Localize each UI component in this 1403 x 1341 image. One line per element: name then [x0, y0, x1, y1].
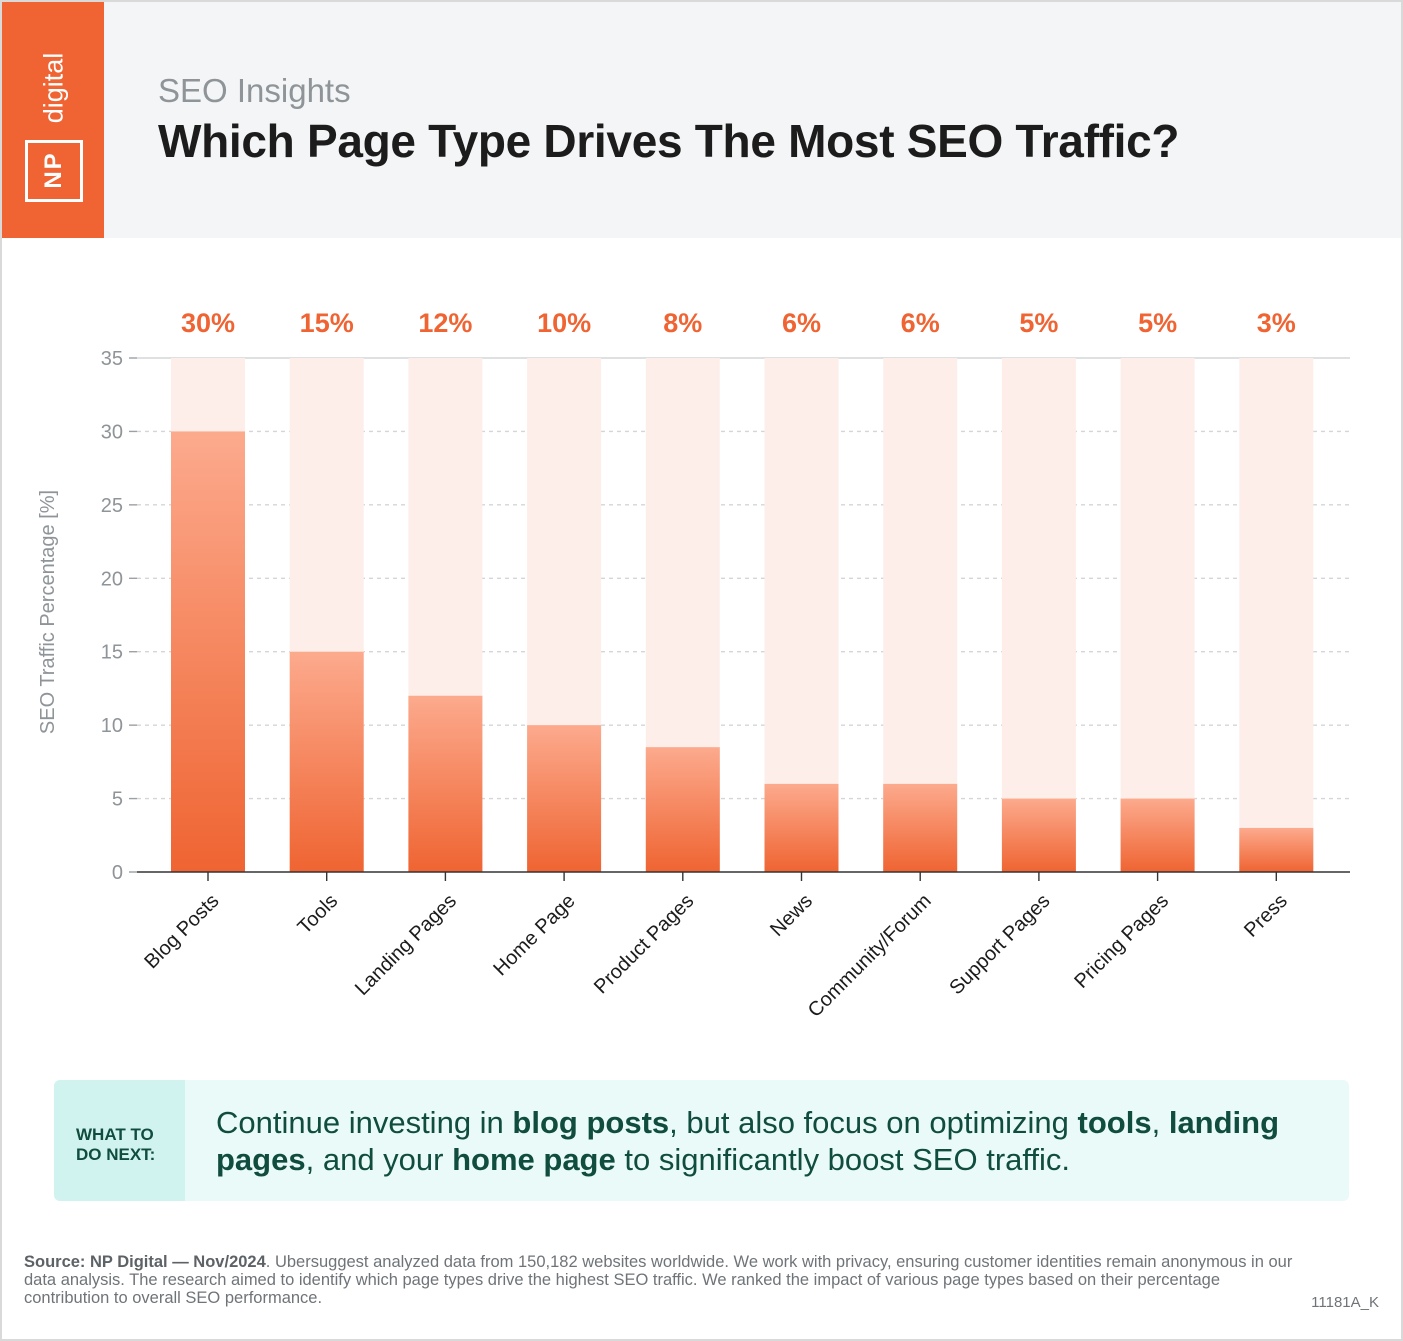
y-tick-label: 15 [101, 642, 123, 664]
callout-text-part: , [1151, 1105, 1169, 1140]
source-text: . Ubersuggest analyzed data from 150,182… [24, 1253, 1293, 1307]
page-title: Which Page Type Drives The Most SEO Traf… [158, 115, 1180, 167]
callout-tag-line2: DO NEXT: [76, 1145, 156, 1164]
x-tick-label: Home Page [489, 890, 579, 980]
logo-word: digital [38, 52, 69, 124]
value-label: 12% [418, 308, 472, 338]
value-label: 8% [663, 308, 702, 338]
bar [171, 431, 245, 872]
y-tick-label: 35 [101, 348, 123, 370]
y-tick-label: 20 [101, 568, 123, 590]
callout-emphasis: home page [452, 1142, 616, 1177]
callout-emphasis: tools [1077, 1105, 1152, 1140]
callout-text-part: Continue investing in [216, 1105, 513, 1140]
value-label: 15% [300, 308, 354, 338]
bar-chart: 0 5 10 15 20 25 30 35 30% Blog Posts 15% Tools 12% La… [37, 308, 1350, 1022]
value-label: 5% [1138, 308, 1177, 338]
source-label: Source: NP Digital — Nov/2024 [24, 1253, 266, 1271]
bars [171, 431, 1314, 872]
x-tick-label: Tools [294, 890, 343, 939]
value-label: 6% [782, 308, 821, 338]
callout-text-part: , but also focus on optimizing [669, 1105, 1078, 1140]
header [2, 2, 1401, 238]
document-code: 11181A_K [1311, 1294, 1379, 1311]
value-label: 5% [1019, 308, 1058, 338]
callout-text-part: , and your [305, 1142, 453, 1177]
value-label: 30% [181, 308, 235, 338]
callout-emphasis: landing pages [216, 1105, 1280, 1177]
y-tick-label: 25 [101, 495, 123, 517]
value-label: 3% [1257, 308, 1296, 338]
bar [408, 695, 483, 872]
bar [645, 747, 720, 872]
y-axis-label: SEO Traffic Percentage [%] [37, 490, 59, 734]
bar [883, 783, 958, 872]
callout-text-part: to significantly boost SEO traffic. [615, 1142, 1071, 1177]
callout-emphasis: blog posts [512, 1105, 670, 1140]
logo-box [25, 140, 83, 202]
x-tick-label: Blog Posts [140, 890, 223, 973]
y-tick-label: 30 [101, 421, 123, 443]
bar [1120, 798, 1195, 872]
x-tick-label: Product Pages [590, 890, 698, 998]
y-tick-label: 0 [112, 862, 123, 884]
x-tick-label: Pricing Pages [1070, 890, 1173, 993]
value-label: 10% [537, 308, 591, 338]
callout-text: Continue investing in blog posts, but al… [216, 1104, 1326, 1178]
y-tick-label: 10 [101, 715, 123, 737]
y-tick-label: 5 [112, 789, 123, 811]
x-tick-label: Landing Pages [351, 890, 461, 1000]
axes [129, 357, 1350, 881]
bar [527, 725, 602, 872]
bar [1001, 798, 1076, 872]
what-to-do-next-callout [54, 1080, 1349, 1201]
callout-tag: WHAT TO DO NEXT: [54, 1080, 185, 1201]
x-tick-label: News [766, 890, 817, 941]
bar [1239, 827, 1314, 872]
source-note: Source: NP Digital — Nov/2024. Ubersugge… [24, 1253, 1294, 1307]
bar-track [1120, 358, 1195, 872]
x-tick-label: Community/Forum [804, 890, 936, 1022]
bar [764, 783, 839, 872]
callout-tag-line1: WHAT TO [76, 1125, 154, 1144]
page-subtitle: SEO Insights [158, 72, 351, 109]
bar [289, 651, 364, 872]
bar-track [1001, 358, 1076, 872]
np-digital-logo: NP digital [2, 2, 104, 238]
x-tick-label: Press [1240, 890, 1292, 942]
value-label: 6% [901, 308, 940, 338]
bar-track [1239, 358, 1314, 872]
x-tick-label: Support Pages [945, 890, 1054, 999]
logo-mark: NP [40, 151, 67, 189]
